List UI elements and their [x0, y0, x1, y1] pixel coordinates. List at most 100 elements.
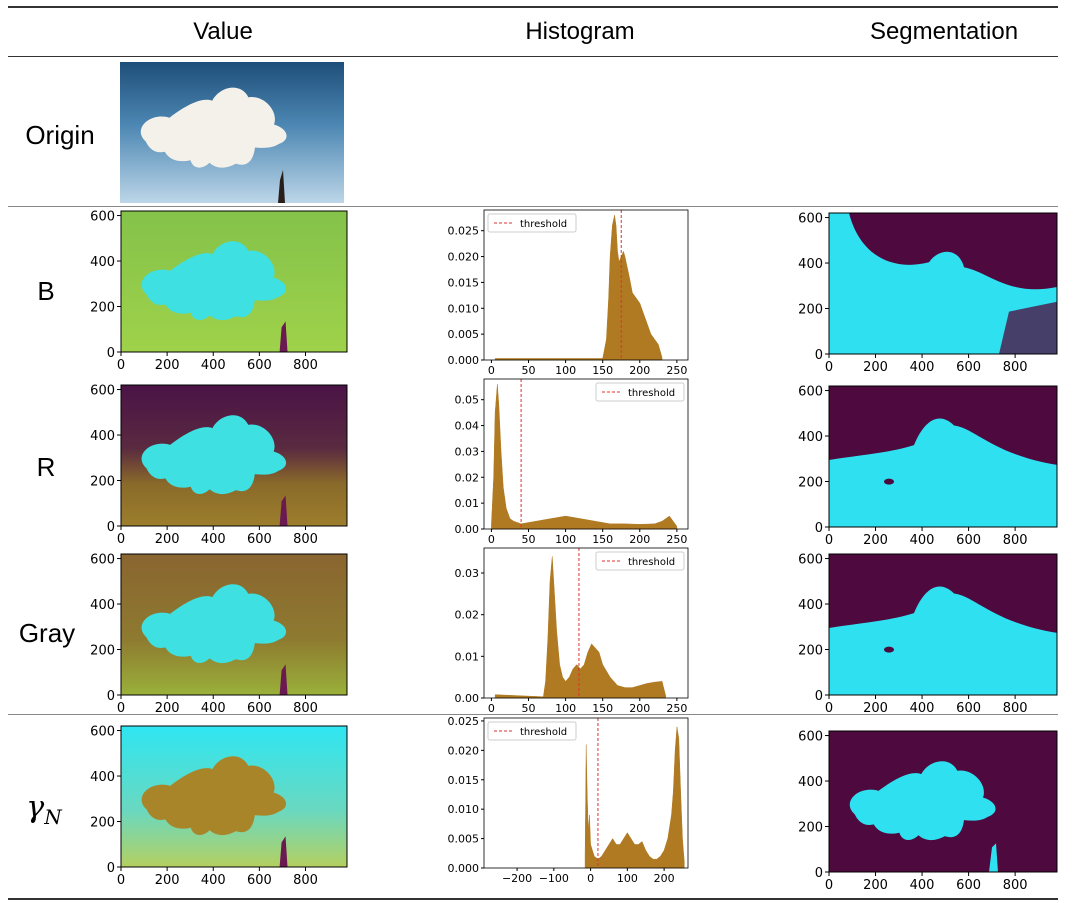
x-tick-label: 800 [293, 873, 318, 888]
plot-area [484, 379, 688, 529]
x-tick-label: 0 [825, 533, 833, 548]
x-tick-label: 50 [522, 702, 536, 715]
legend-box [487, 721, 577, 741]
x-tick-label: 200 [155, 873, 180, 888]
legend-label: threshold [628, 388, 675, 399]
gamma-symbol: γ [26, 790, 45, 825]
x-tick-label: 100 [617, 872, 638, 885]
x-tick-label: 200 [155, 532, 180, 547]
x-tick-label: 400 [910, 533, 935, 548]
y-tick-label: 0.005 [448, 328, 480, 341]
x-tick-label: 800 [293, 358, 318, 373]
x-tick-label: 50 [522, 364, 536, 377]
branch [279, 495, 288, 526]
image-frame [120, 210, 348, 353]
x-tick-label: 400 [910, 878, 935, 893]
row-label-gamma-n: γN [0, 790, 99, 829]
b-channel-image: 0 200 400 600 800 0 200 400 600 [90, 210, 348, 373]
y-tick-label: 600 [90, 384, 115, 399]
y-tick-label: 400 [798, 775, 823, 790]
x-tick-label: 100 [555, 702, 576, 715]
r-segmentation: 0 200 400 600 800 0 200 400 600 [798, 385, 1058, 548]
y-tick-label: 0 [815, 689, 823, 704]
y-tick-label: 0 [815, 866, 823, 881]
gray-segmentation: 0 200 400 600 800 0 200 400 600 [798, 553, 1058, 716]
histogram-bars [491, 384, 678, 530]
y-tick-label: 0.000 [448, 354, 480, 367]
y-tick-label: 0.025 [448, 225, 480, 238]
x-tick-label: 400 [910, 360, 935, 375]
y-tick-label: 0 [815, 521, 823, 536]
y-tick-label: 200 [798, 644, 823, 659]
image-frame [120, 725, 348, 868]
x-tick-label: 50 [522, 533, 536, 546]
image-frame [828, 730, 1058, 873]
segment-region [829, 418, 1057, 527]
branch [279, 321, 288, 352]
y-tick-label: 600 [90, 210, 115, 225]
r-histogram: 0 50 100 150 200 250 0.00 0.01 0.02 0.03 0.04 0.05 t… [455, 378, 689, 546]
y-tick-label: 200 [798, 821, 823, 836]
x-tick-label: 100 [555, 364, 576, 377]
x-tick-label: 0 [117, 873, 125, 888]
plot-frame [483, 717, 689, 869]
y-tick-label: 400 [90, 770, 115, 785]
y-tick-label: 400 [798, 257, 823, 272]
branch [989, 666, 998, 695]
gamma-n-image: 0 200 400 600 800 0 200 400 600 [90, 725, 348, 888]
y-tick-label: 0.04 [455, 420, 480, 433]
y-tick-label: 0 [107, 346, 115, 361]
y-tick-label: 200 [798, 303, 823, 318]
header-rule [8, 56, 1058, 57]
x-tick-label: 600 [247, 701, 272, 716]
image-frame [828, 553, 1058, 696]
branch [279, 664, 288, 695]
y-tick-label: 0.00 [455, 523, 480, 536]
x-tick-label: 800 [293, 701, 318, 716]
branch [279, 836, 288, 867]
legend-box [595, 382, 685, 402]
y-tick-label: 0.010 [448, 803, 480, 816]
y-tick-label: 600 [798, 553, 823, 568]
x-tick-label: 400 [910, 701, 935, 716]
x-tick-label: 0 [825, 878, 833, 893]
x-tick-label: 200 [155, 358, 180, 373]
x-tick-label: 600 [956, 701, 981, 716]
x-tick-label: 150 [592, 702, 613, 715]
x-tick-label: 400 [201, 532, 226, 547]
y-tick-label: 600 [798, 730, 823, 745]
header-histogram: Histogram [525, 18, 635, 45]
row-label-b: B [37, 276, 55, 306]
image-frame [120, 553, 348, 696]
x-tick-label: 0 [488, 533, 495, 546]
x-tick-label: 0 [825, 701, 833, 716]
r-channel-image: 0 200 400 600 800 0 200 400 600 [90, 384, 348, 547]
x-tick-label: 0 [117, 701, 125, 716]
row-label-origin: Origin [25, 120, 95, 150]
gray-histogram: 0 50 100 150 200 250 0.00 0.01 0.02 0.03 threshold [455, 547, 689, 715]
x-tick-label: −200 [502, 872, 532, 885]
x-tick-label: 200 [863, 878, 888, 893]
y-tick-label: 0.02 [455, 471, 480, 484]
row-label-r: R [36, 452, 56, 482]
y-tick-label: 600 [798, 385, 823, 400]
row-label-gray: Gray [18, 618, 76, 648]
y-tick-label: 0.02 [455, 609, 480, 622]
branch [989, 843, 998, 872]
y-tick-label: 0.005 [448, 833, 480, 846]
segment-hole [884, 646, 894, 653]
y-tick-label: 200 [90, 816, 115, 831]
x-tick-label: 600 [247, 873, 272, 888]
legend-box [595, 551, 685, 571]
b-histogram: 0 50 100 150 200 250 0.000 0.005 0.010 0.015 0.020… [448, 209, 689, 377]
histogram-bars [494, 556, 666, 699]
y-tick-label: 0.00 [455, 692, 480, 705]
gamma-n-segmentation: 0 200 400 600 800 0 200 400 600 [798, 730, 1058, 893]
legend-label: threshold [520, 219, 567, 230]
histogram-bars [494, 215, 663, 361]
y-tick-label: 400 [90, 255, 115, 270]
y-tick-label: 0.03 [455, 445, 480, 458]
x-tick-label: 0 [117, 358, 125, 373]
x-tick-label: 600 [247, 358, 272, 373]
